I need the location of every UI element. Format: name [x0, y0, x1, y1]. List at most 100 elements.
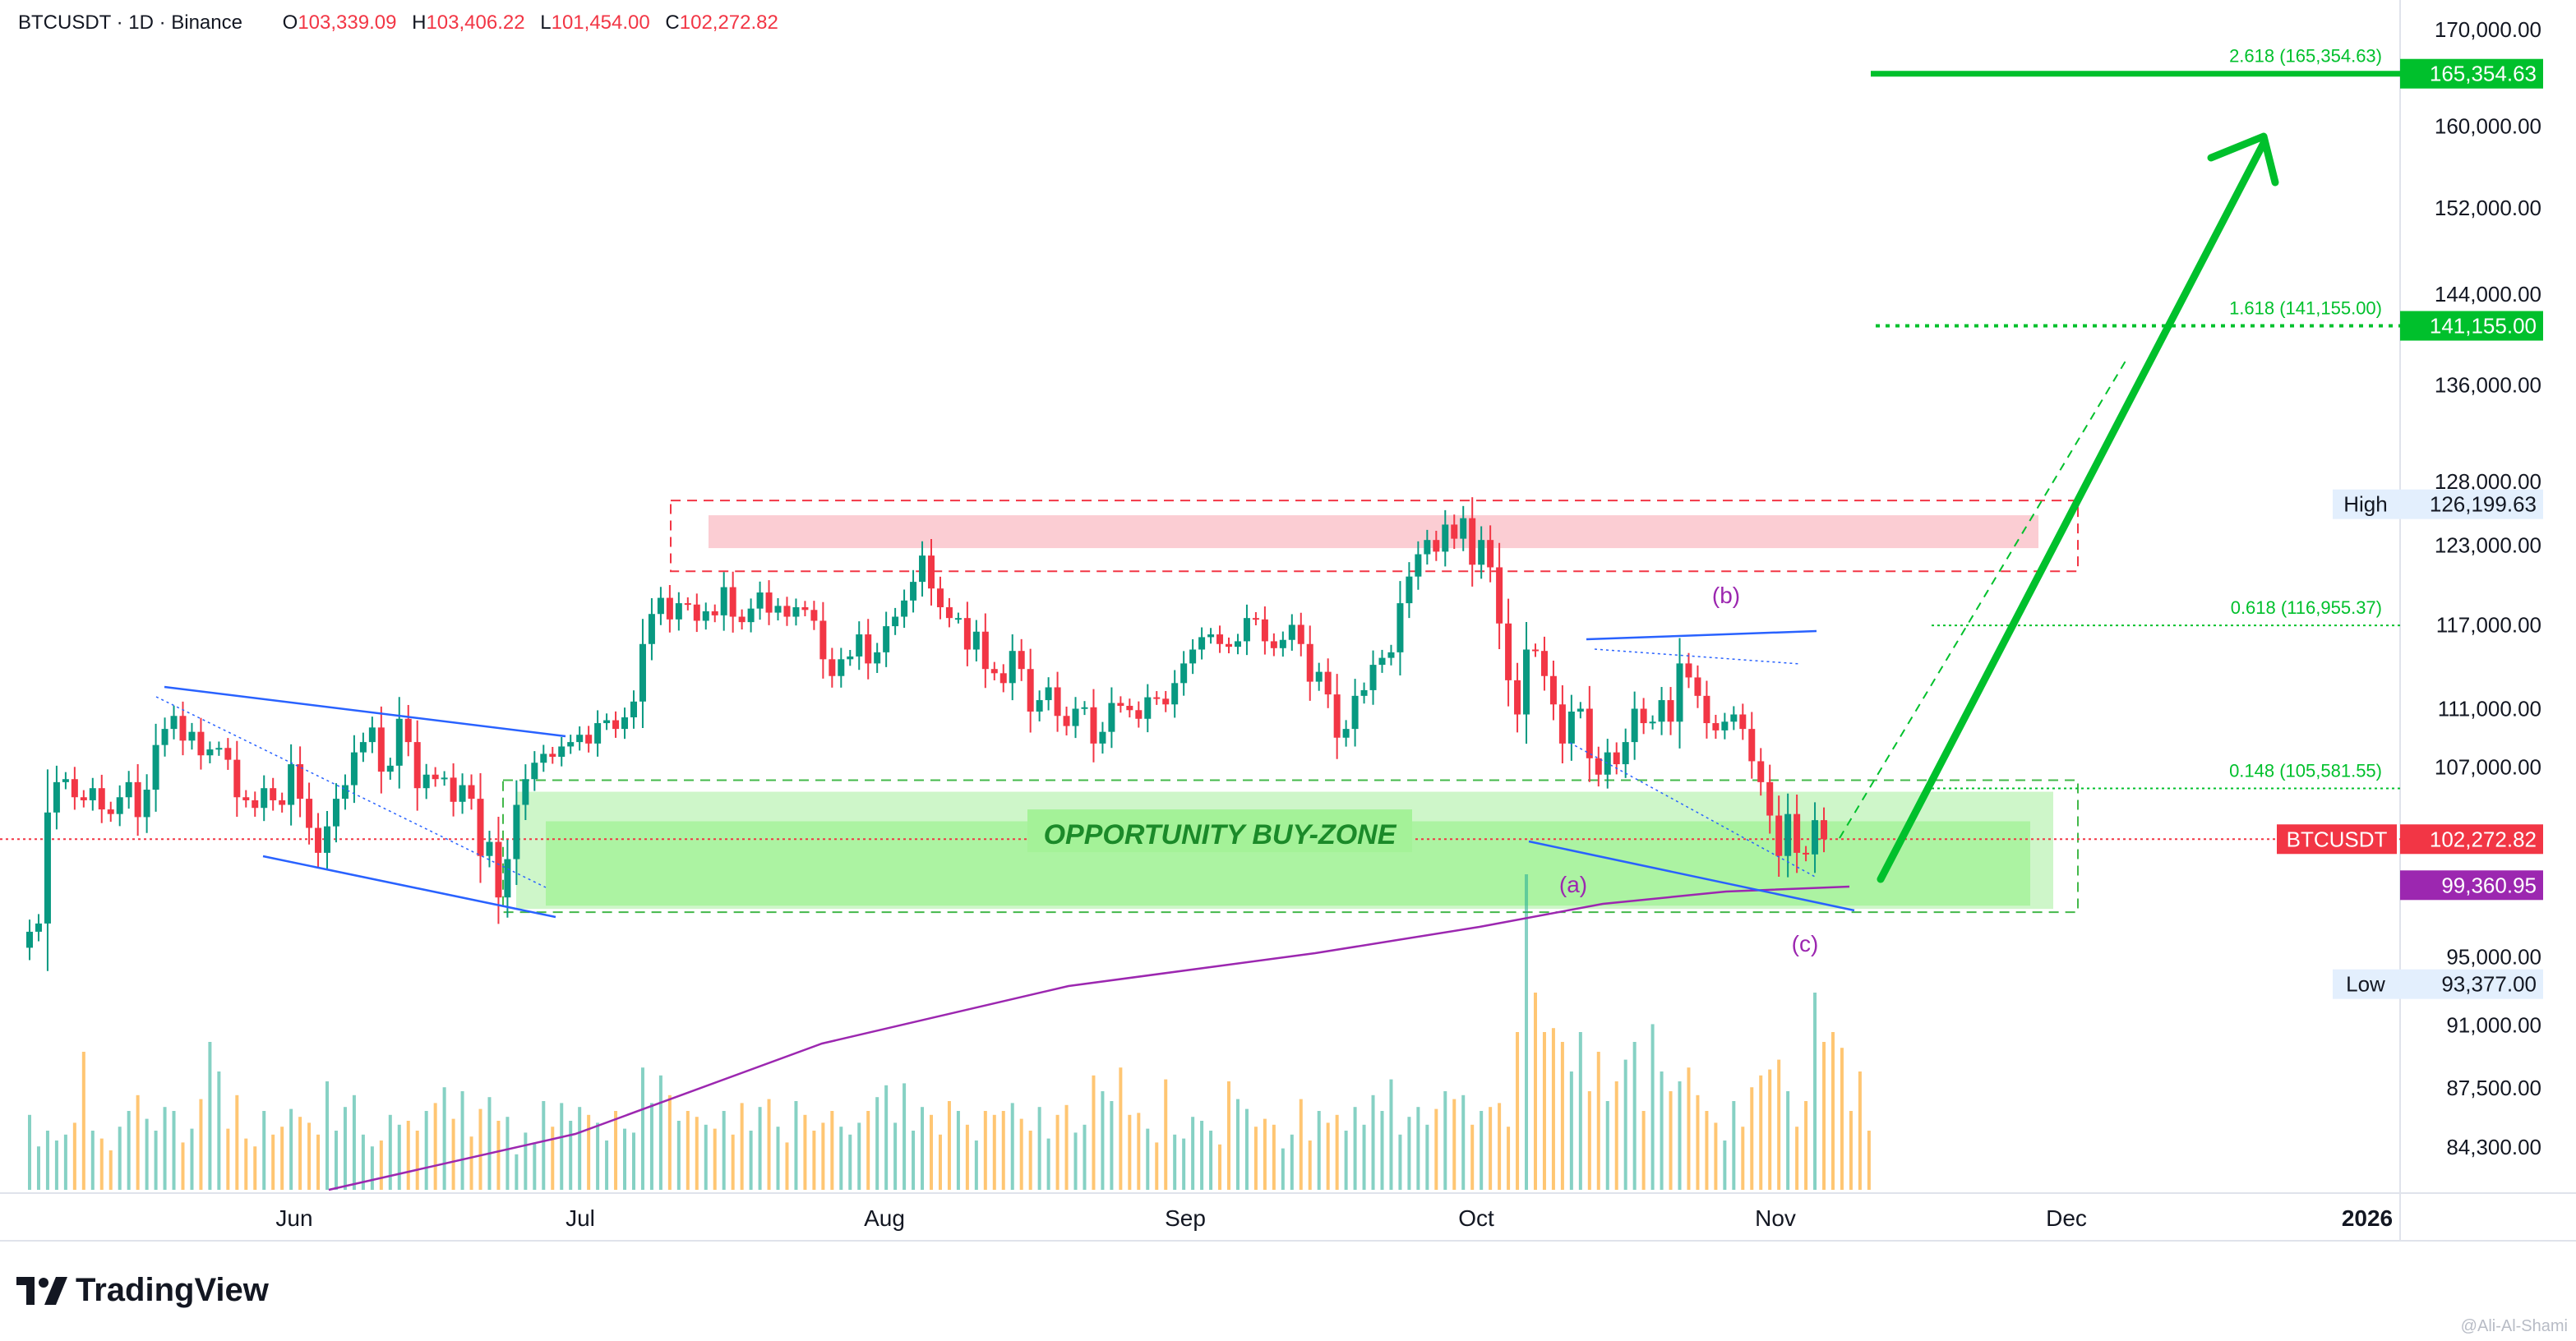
y-tick-label: 91,000.00 [2446, 1013, 2541, 1038]
volume-bar [1299, 1099, 1303, 1190]
volume-bar [1605, 1101, 1609, 1190]
target-arrow-head [2207, 132, 2279, 187]
candle-body [477, 799, 484, 856]
volume-bar [28, 1114, 31, 1190]
candle-body [702, 611, 709, 621]
volume-bar [992, 1114, 996, 1190]
volume-bar [1092, 1075, 1096, 1190]
volume-bar [640, 1067, 644, 1190]
volume-bar [1218, 1144, 1222, 1190]
volume-bar [983, 1111, 987, 1190]
volume-bar [1507, 1127, 1511, 1190]
candle-body [684, 603, 691, 606]
candle-body [261, 788, 268, 809]
candle-body [693, 604, 700, 621]
last-price-axis-label: 102,272.82 [2430, 827, 2537, 851]
volume-bar [397, 1124, 401, 1190]
volume-bar [424, 1111, 428, 1190]
candle-body [883, 626, 890, 652]
volume-bar [1443, 1091, 1447, 1190]
candle-body [1514, 680, 1521, 715]
volume-bar [623, 1128, 627, 1190]
candle-body [1586, 708, 1593, 758]
fib-2618-axis-label-box [2400, 58, 2543, 89]
candle-body [233, 759, 241, 798]
candle-body [1703, 695, 1710, 724]
candle-body [1234, 641, 1241, 647]
x-tick-label: Jul [566, 1205, 595, 1231]
volume-bar [316, 1134, 321, 1190]
candle-body [576, 735, 584, 743]
fib-label-0.148: 0.148 (105,581.55) [2229, 761, 2382, 781]
volume-bar [956, 1111, 960, 1190]
volume-bar [1001, 1111, 1005, 1190]
candle-body [359, 742, 367, 753]
candle-body [341, 785, 349, 800]
volume-bar [1010, 1103, 1014, 1190]
volume-bar [821, 1122, 825, 1190]
candle-body [621, 717, 629, 730]
volume-bar [262, 1111, 266, 1190]
volume-bar [45, 1131, 49, 1190]
volume-bar [469, 1136, 473, 1190]
candle-body [558, 746, 566, 758]
trend-channel-line [1594, 648, 1801, 665]
volume-bar [1525, 874, 1529, 1190]
candle-body [1775, 815, 1783, 856]
candle-body [1685, 663, 1692, 678]
candle-body [892, 616, 899, 627]
candle-body [1207, 634, 1215, 638]
candle-body [306, 799, 313, 828]
candle-body [1721, 721, 1729, 730]
volume-bar [569, 1121, 573, 1190]
candle-body [1487, 540, 1494, 568]
volume-bar [1263, 1118, 1267, 1190]
volume-bar [1335, 1114, 1339, 1190]
volume-bar [1560, 1042, 1564, 1190]
candle-body [1558, 704, 1566, 744]
chart-header: BTCUSDT · 1D · Binance O103,339.09 H103,… [18, 12, 778, 35]
volume-bar [172, 1111, 176, 1190]
candle-body [1279, 639, 1286, 648]
volume-bar [460, 1091, 464, 1190]
candle-body [161, 729, 169, 745]
y-tick-label: 107,000.00 [2435, 755, 2541, 780]
candle-body [963, 618, 971, 650]
x-tick-label: Dec [2046, 1205, 2087, 1231]
volume-bar [704, 1124, 708, 1190]
volume-bar [145, 1118, 149, 1190]
candle-body [1198, 637, 1206, 650]
volume-bar [695, 1117, 699, 1190]
candle-body [252, 800, 259, 809]
volume-histogram [28, 874, 1871, 1190]
wave-label: (b) [1712, 583, 1740, 608]
candle-body [1009, 651, 1016, 684]
volume-bar [298, 1117, 302, 1190]
volume-bar [1434, 1108, 1438, 1190]
volume-bar [235, 1094, 239, 1190]
symbol-title[interactable]: BTCUSDT · 1D · Binance [18, 12, 242, 34]
volume-bar [1687, 1067, 1691, 1190]
volume-bar [1867, 1131, 1871, 1190]
candle-body [1567, 712, 1575, 744]
candle-body [1072, 708, 1079, 726]
candle-body [540, 753, 547, 763]
y-tick-label: 95,000.00 [2446, 944, 2541, 969]
volume-bar [830, 1111, 834, 1190]
volume-bar [930, 1114, 933, 1190]
y-tick-label: 152,000.00 [2435, 196, 2541, 220]
candle-body [1523, 649, 1530, 715]
author-watermark: @Ali-Al-Shami [2460, 1317, 2568, 1335]
candle-body [910, 582, 917, 601]
volume-bar [1028, 1131, 1032, 1190]
tradingview-logo[interactable]: TradingView [16, 1272, 269, 1309]
candle-body [1027, 669, 1034, 712]
volume-bar [794, 1101, 798, 1190]
buy-zone-label-bg [1027, 809, 1412, 853]
candle-body [1180, 663, 1188, 684]
volume-bar [893, 1122, 898, 1190]
candle-body [783, 606, 791, 617]
candle-body [1478, 540, 1485, 565]
volume-bar [1858, 1071, 1862, 1190]
